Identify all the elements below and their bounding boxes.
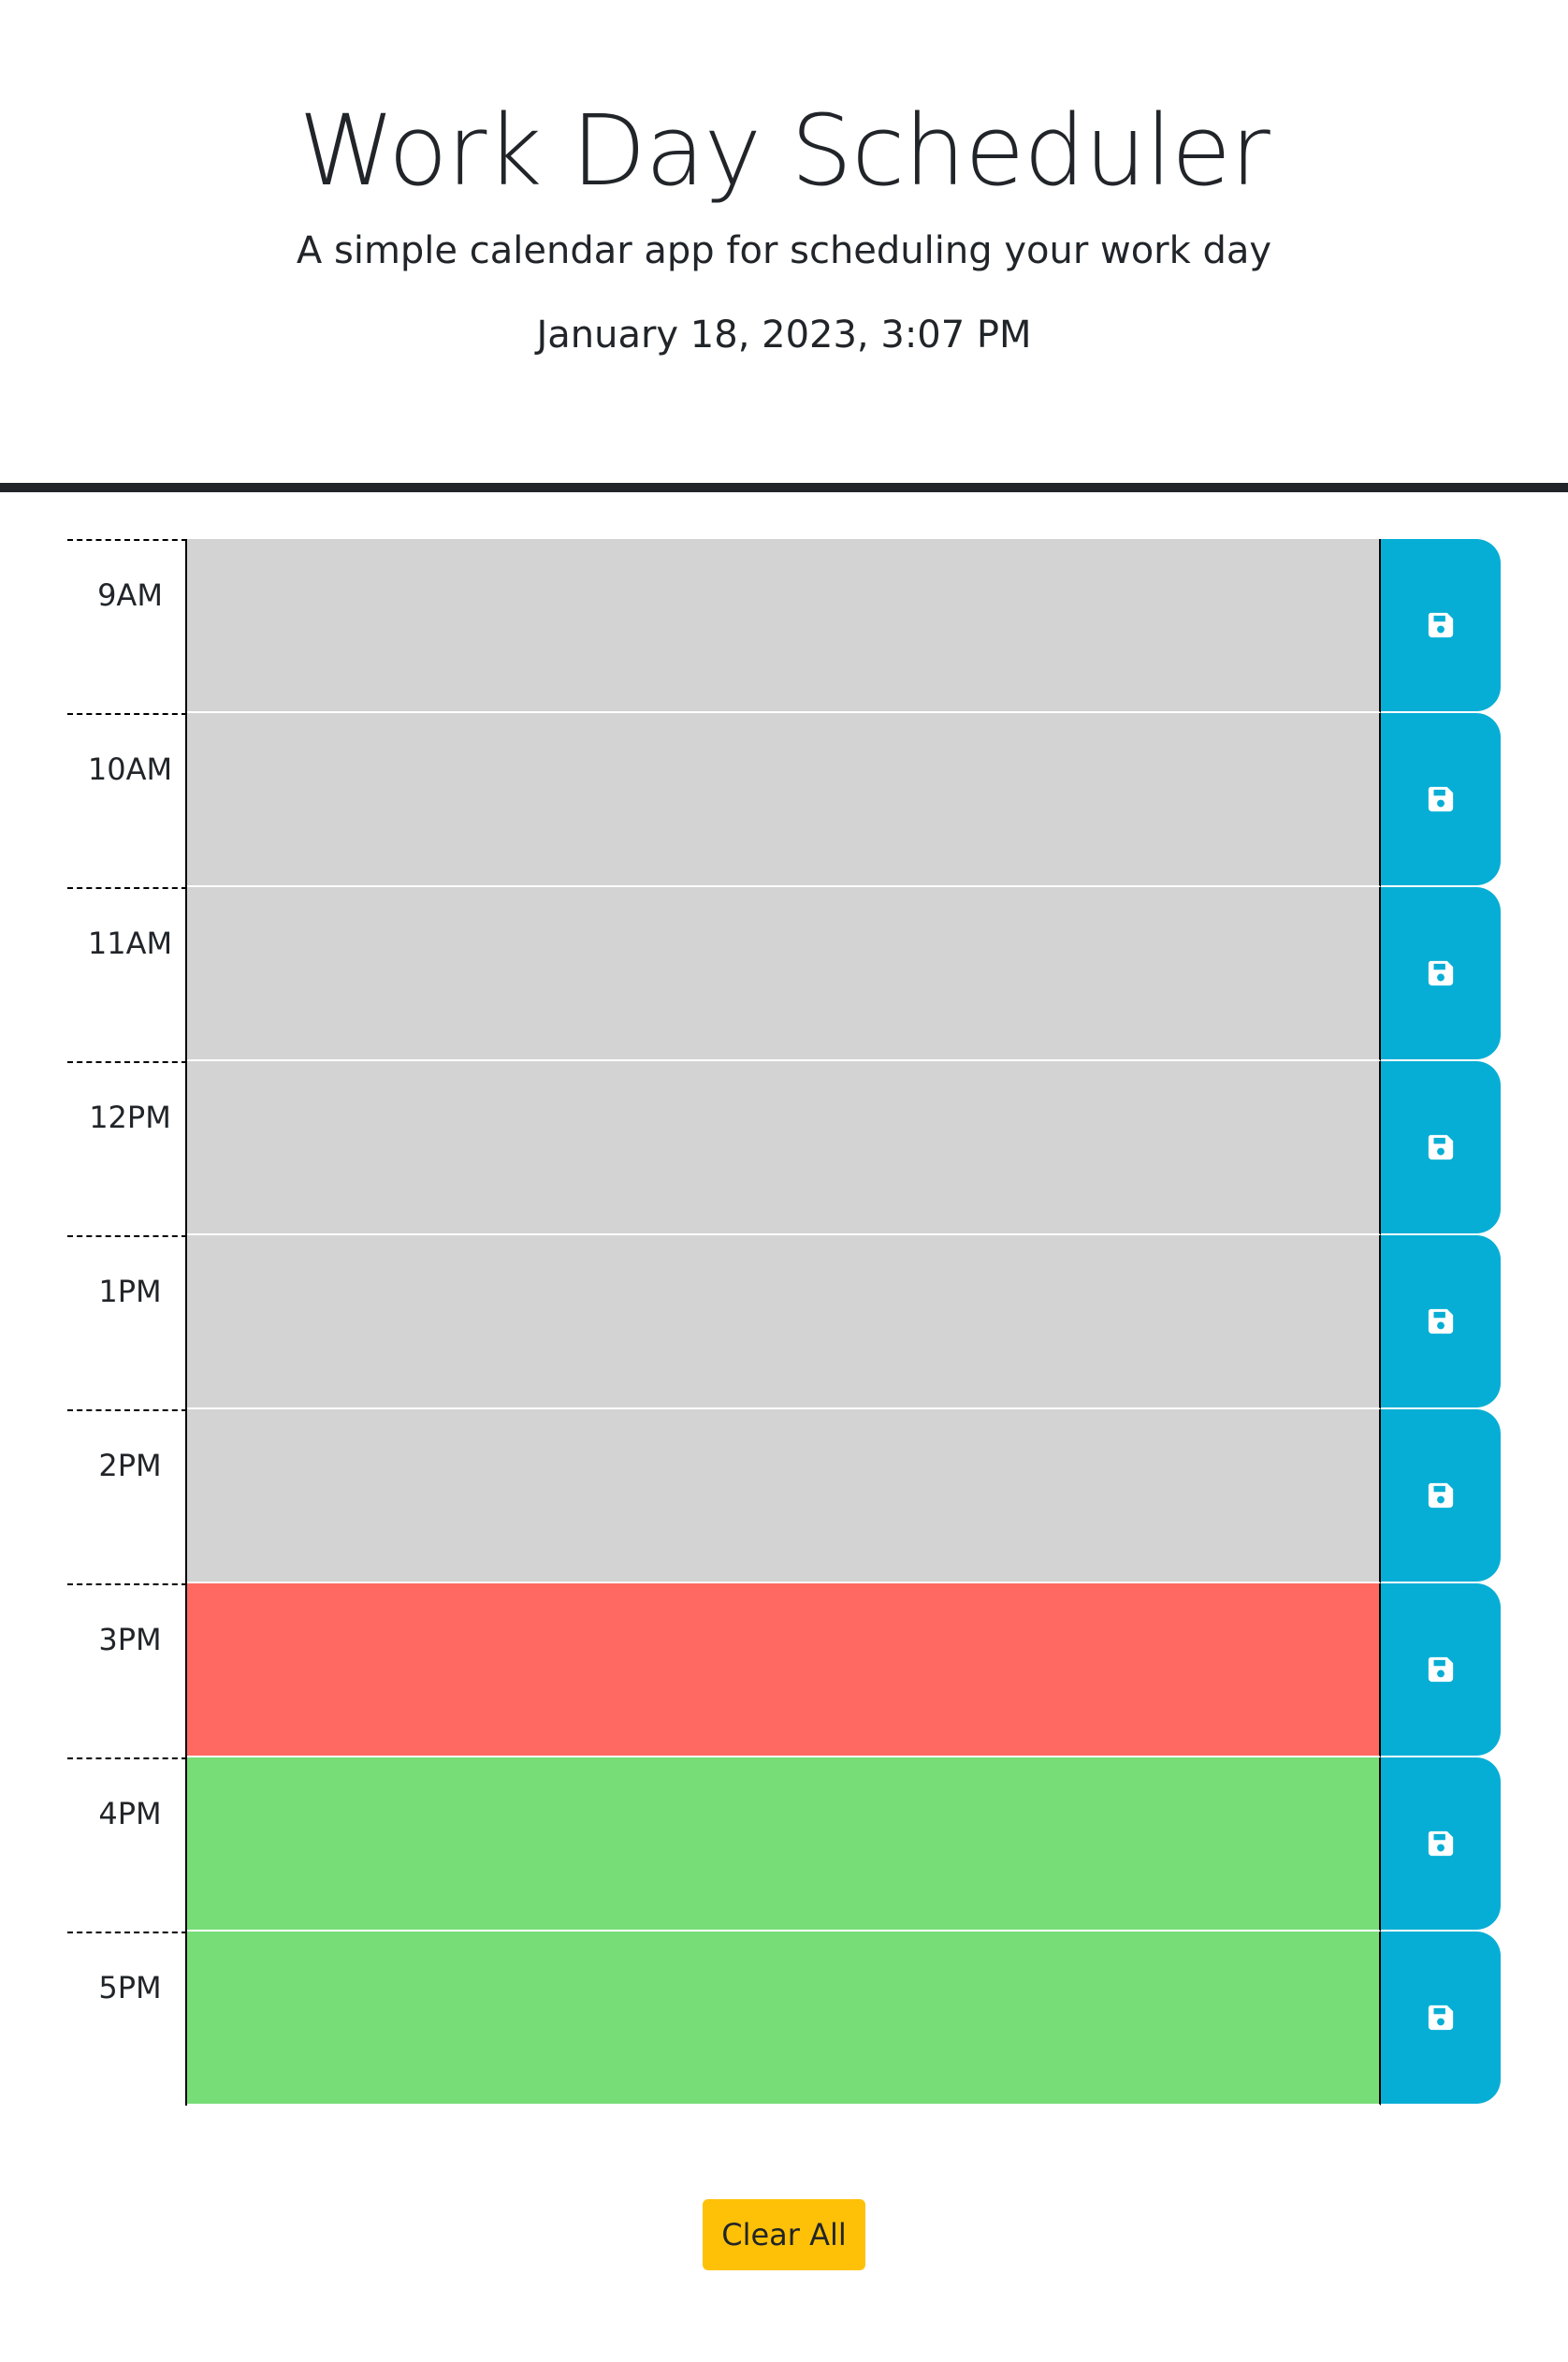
time-block-row: 2PM bbox=[67, 1409, 1501, 1583]
header: Work Day Scheduler A simple calendar app… bbox=[0, 0, 1568, 496]
floppy-disk-icon bbox=[1427, 611, 1455, 639]
hour-label: 4PM bbox=[67, 1757, 187, 1932]
time-block-row: 5PM bbox=[67, 1932, 1501, 2106]
hour-label: 11AM bbox=[67, 887, 187, 1061]
save-button[interactable] bbox=[1381, 713, 1501, 885]
time-block-row: 3PM bbox=[67, 1583, 1501, 1757]
save-button[interactable] bbox=[1381, 1235, 1501, 1407]
save-button[interactable] bbox=[1381, 887, 1501, 1059]
current-date-time: January 18, 2023, 3:07 PM bbox=[536, 313, 1032, 357]
event-description-input[interactable] bbox=[187, 887, 1381, 1061]
floppy-disk-icon bbox=[1427, 2004, 1455, 2032]
header-divider bbox=[0, 483, 1568, 492]
hour-label: 5PM bbox=[67, 1932, 187, 2106]
floppy-disk-icon bbox=[1427, 785, 1455, 813]
event-description-input[interactable] bbox=[187, 1409, 1381, 1583]
floppy-disk-icon bbox=[1427, 1655, 1455, 1684]
save-button[interactable] bbox=[1381, 1583, 1501, 1756]
save-button[interactable] bbox=[1381, 1757, 1501, 1930]
page-subtitle: A simple calendar app for scheduling you… bbox=[296, 229, 1272, 272]
time-block-row: 9AM bbox=[67, 539, 1501, 713]
page-title: Work Day Scheduler bbox=[298, 94, 1270, 208]
floppy-disk-icon bbox=[1427, 1133, 1455, 1161]
clear-all-button[interactable]: Clear All bbox=[703, 2199, 865, 2270]
timeblock-list: 9AM 10AM 11AM 12PM 1PM 2PM 3PM 4PM 5PM bbox=[67, 539, 1501, 2106]
event-description-input[interactable] bbox=[187, 1061, 1381, 1235]
event-description-input[interactable] bbox=[187, 1932, 1381, 2106]
floppy-disk-icon bbox=[1427, 1481, 1455, 1509]
hour-label: 9AM bbox=[67, 539, 187, 713]
save-button[interactable] bbox=[1381, 539, 1501, 711]
floppy-disk-icon bbox=[1427, 959, 1455, 987]
save-button[interactable] bbox=[1381, 1932, 1501, 2104]
time-block-row: 1PM bbox=[67, 1235, 1501, 1409]
event-description-input[interactable] bbox=[187, 539, 1381, 713]
time-block-row: 10AM bbox=[67, 713, 1501, 887]
hour-label: 12PM bbox=[67, 1061, 187, 1235]
hour-label: 3PM bbox=[67, 1583, 187, 1757]
save-button[interactable] bbox=[1381, 1061, 1501, 1233]
time-block-row: 11AM bbox=[67, 887, 1501, 1061]
time-block-row: 12PM bbox=[67, 1061, 1501, 1235]
save-button[interactable] bbox=[1381, 1409, 1501, 1582]
event-description-input[interactable] bbox=[187, 1235, 1381, 1409]
time-block-row: 4PM bbox=[67, 1757, 1501, 1932]
hour-label: 1PM bbox=[67, 1235, 187, 1409]
event-description-input[interactable] bbox=[187, 1583, 1381, 1757]
hour-label: 10AM bbox=[67, 713, 187, 887]
floppy-disk-icon bbox=[1427, 1830, 1455, 1858]
hour-label: 2PM bbox=[67, 1409, 187, 1583]
event-description-input[interactable] bbox=[187, 713, 1381, 887]
floppy-disk-icon bbox=[1427, 1307, 1455, 1335]
event-description-input[interactable] bbox=[187, 1757, 1381, 1932]
